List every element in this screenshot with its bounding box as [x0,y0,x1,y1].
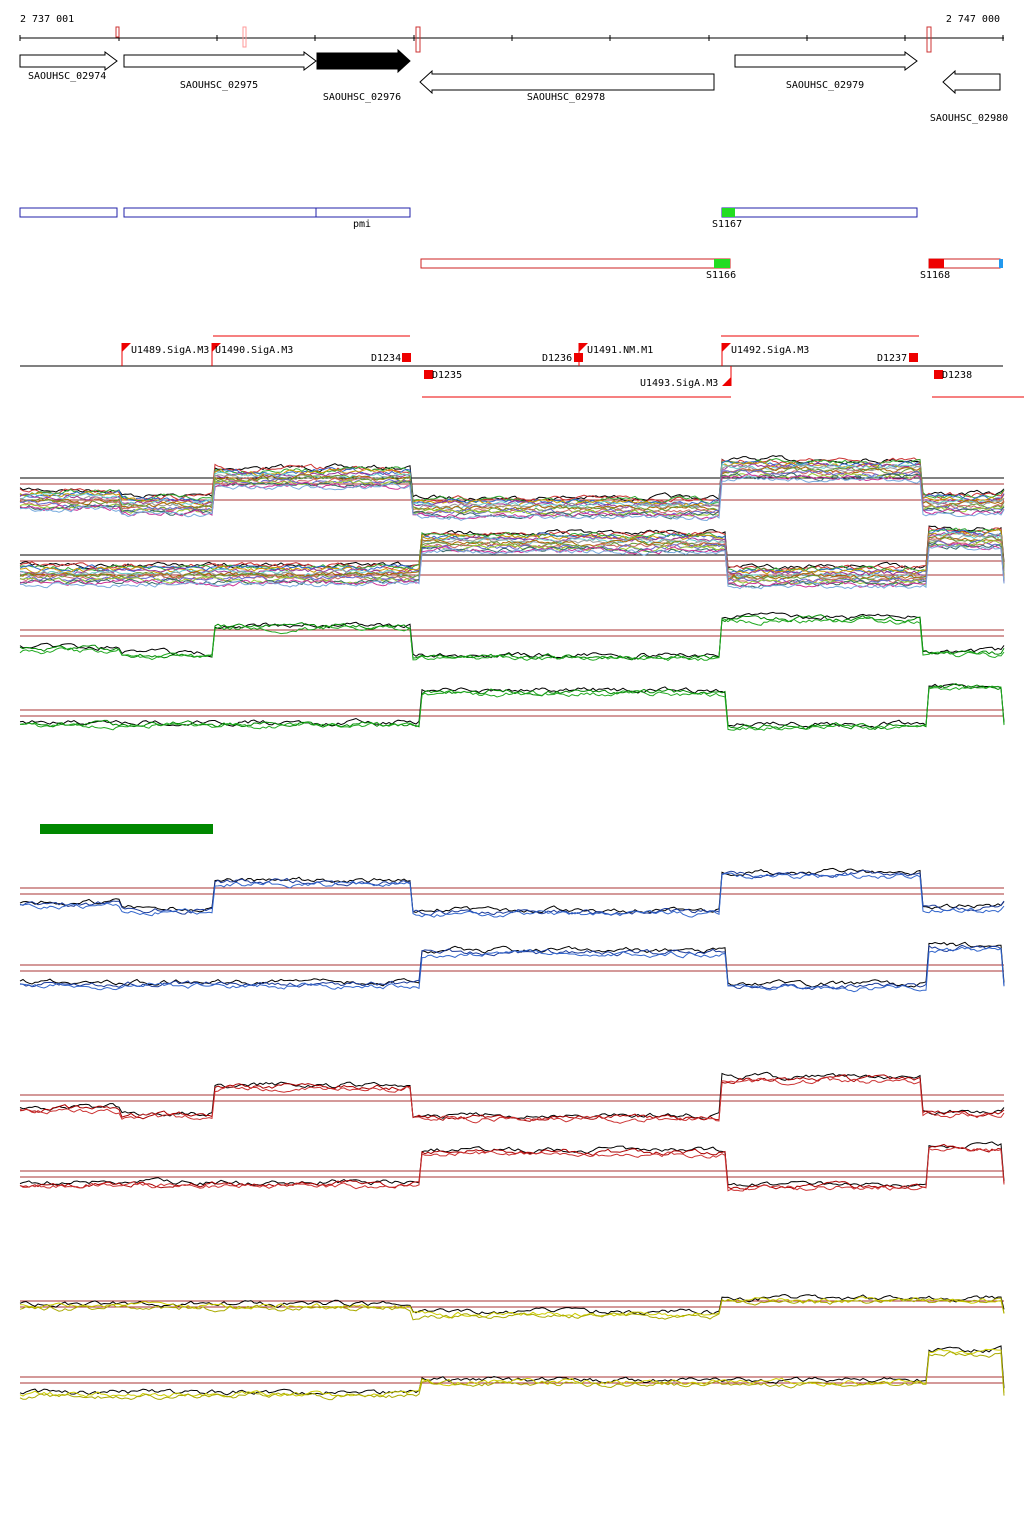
flags [121,343,943,386]
expression-line [19,539,1005,585]
expression-line [19,469,1005,517]
ruler-start: 2 737 001 [20,14,74,25]
expression-line [19,1074,1005,1122]
gene-label: SAOUHSC_02978 [527,92,605,103]
expression-line [19,464,1005,510]
expression-line [19,466,1005,512]
ruler-end: 2 747 000 [946,14,1000,25]
expression-line [19,1297,1005,1321]
expression-line [19,1076,1005,1124]
terminator-label: D1235 [432,370,462,381]
expression-line [19,544,1005,590]
markers [115,26,932,53]
feature-start [714,259,730,268]
expression-line [19,472,1005,518]
expression-line [19,944,1005,991]
expression-line [19,946,1005,993]
expression-line [19,869,1005,916]
promoter-label: U1492.SigA.M3 [731,345,809,356]
promoter-label: U1491.NM.M1 [587,345,653,356]
feature-box [420,258,731,269]
expression-line [19,867,1005,914]
expression-line [19,466,1005,513]
gene-label: SAOUHSC_02976 [323,92,401,103]
feature-label: S1168 [920,270,950,281]
expression-line [19,872,1005,918]
expression-line [19,462,1005,509]
expression-line [19,535,1005,581]
expression-line [19,1146,1005,1192]
promoter-label: U1489.SigA.M3 [131,345,209,356]
expression-line [19,531,1005,579]
promoter-label: U1493.SigA.M3 [640,378,718,389]
terminator-label: D1234 [371,353,401,364]
feature-label: S1167 [712,219,742,230]
transcript-lines [213,335,1024,398]
gene-label: SAOUHSC_02975 [180,80,258,91]
expression-line [19,685,1005,731]
expression-line [19,540,1005,586]
terminator-label: D1238 [942,370,972,381]
expression-line [19,1141,1005,1188]
expression-line [19,463,1005,510]
expression-line [19,614,1005,661]
promoter-label: U1490.SigA.M3 [215,345,293,356]
gene-label: SAOUHSC_02980 [930,113,1008,124]
scale-bar [40,824,213,834]
expression-tracks [19,455,1005,1401]
terminator-label: D1236 [542,353,572,364]
expression-line [19,1143,1005,1191]
expression-line [19,1345,1005,1396]
expression-line [19,611,1005,660]
gene-arrows [19,48,1001,95]
feature-start [929,259,944,268]
expression-line [19,457,1005,504]
feature-end [999,259,1003,268]
expression-line [19,1351,1005,1401]
terminator-label: D1237 [877,353,907,364]
expression-line [19,528,1005,575]
feature-start [722,208,735,217]
feature-label: S1166 [706,270,736,281]
gene-label: SAOUHSC_02974 [28,71,106,82]
expression-line [19,683,1005,730]
expression-line [19,475,1005,522]
expression-line [19,616,1005,662]
gene-label: SAOUHSC_02979 [786,80,864,91]
expression-line [19,457,1005,505]
feature-boxes [19,207,918,218]
feature-label: pmi [353,219,371,230]
expression-line [19,683,1005,729]
